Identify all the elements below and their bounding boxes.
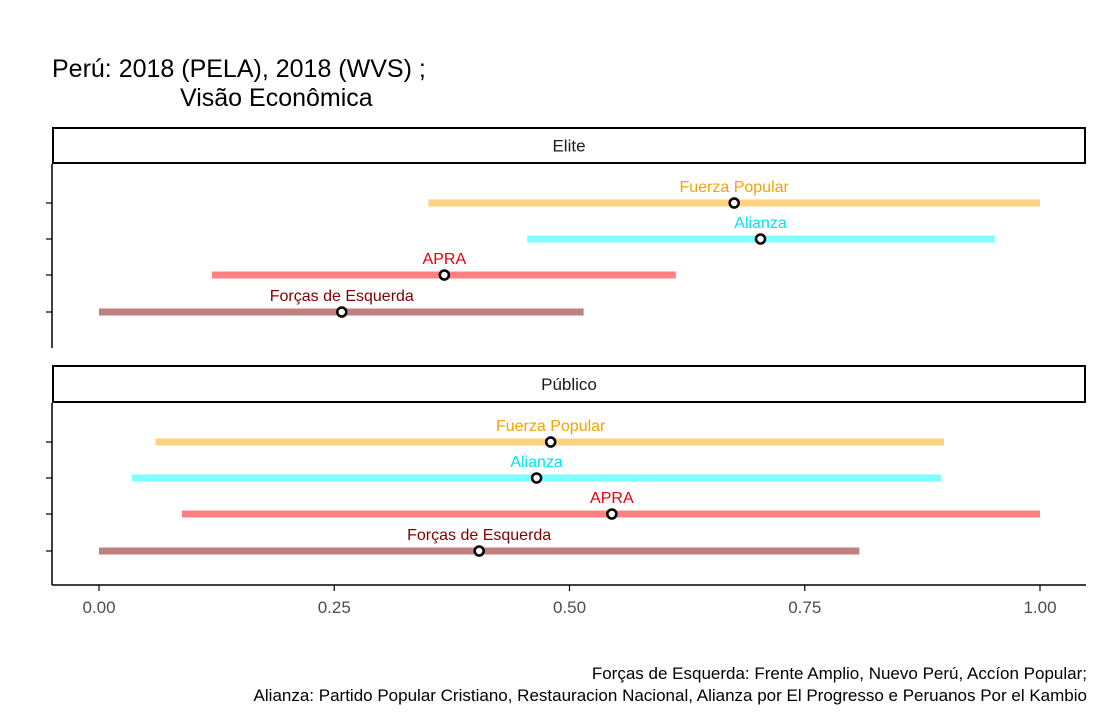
x-tick-label: 0.50 — [553, 598, 586, 617]
point-marker — [336, 306, 348, 318]
chart-subtitle: Visão Econômica — [180, 84, 373, 112]
series-label: Alianza — [734, 215, 787, 232]
series-label: Forças de Esquerda — [270, 288, 414, 305]
facet-strip — [52, 365, 1086, 403]
point-marker — [473, 545, 485, 557]
series-label: Alianza — [510, 454, 563, 471]
x-tick-label: 1.00 — [1023, 598, 1056, 617]
facet-label: Público — [541, 375, 597, 394]
series-label: APRA — [423, 251, 467, 268]
x-tick-label: 0.25 — [318, 598, 351, 617]
facet-label: Elite — [552, 137, 585, 156]
series-label: Fuerza Popular — [679, 179, 789, 196]
point-marker — [754, 233, 767, 245]
chart-title: Perú: 2018 (PELA), 2018 (WVS) ; — [52, 55, 426, 83]
series-label: Fuerza Popular — [496, 418, 606, 435]
point-marker — [544, 436, 557, 448]
point-marker — [606, 508, 618, 520]
caption-line-1: Forças de Esquerda: Frente Amplio, Nuevo… — [591, 664, 1087, 683]
point-marker — [728, 197, 740, 209]
facet-strip — [52, 127, 1086, 164]
x-tick-label: 0.00 — [82, 598, 115, 617]
series-label: Forças de Esquerda — [407, 527, 551, 544]
series-label: APRA — [590, 490, 634, 507]
point-marker — [530, 472, 543, 484]
point-marker — [438, 269, 451, 281]
x-tick-label: 0.75 — [788, 598, 821, 617]
caption-line-2: Alianza: Partido Popular Cristiano, Rest… — [253, 686, 1087, 705]
